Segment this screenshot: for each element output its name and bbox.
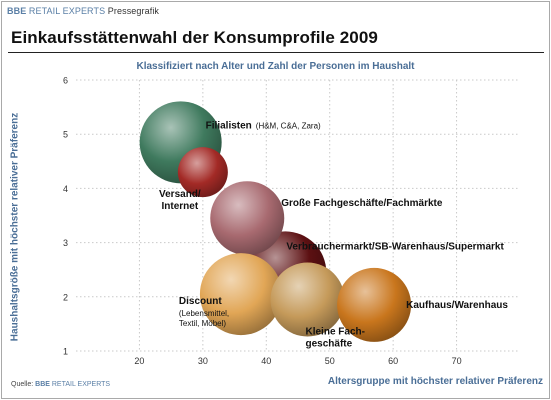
tick-layer: 1 2 3 4 5 6 20 30 40 50 60 70 [63,76,462,367]
x-tick-label: 50 [325,356,335,366]
bubble-note: (Lebensmittel, [179,309,229,318]
bubble-layer [139,101,412,342]
bubble-label: Versand/ [159,189,201,200]
bubble-label: Kleine Fach- [306,327,365,338]
chart-subtitle: Klassifiziert nach Alter und Zahl der Pe… [136,61,415,72]
label-layer: Filialisten (H&M, C&A, Zara) Versand/Inter… [159,120,508,349]
source-note: Quelle: BBE RETAIL EXPERTS [11,381,110,388]
chart-title: Einkaufsstättenwahl der Konsumprofile 20… [11,28,378,47]
publisher-header: BBE RETAIL EXPERTS Pressegrafik [7,6,159,16]
x-tick-label: 70 [452,356,462,366]
x-tick-label: 40 [261,356,271,366]
bubble-label: Filialisten (H&M, C&A, Zara) [206,120,321,131]
bubble-label: Discount [179,296,222,307]
x-tick-label: 20 [134,356,144,366]
y-tick-label: 4 [63,184,68,194]
x-axis-label: Altersgruppe mit höchster relativer Präf… [327,376,543,387]
source-brand-subname: RETAIL EXPERTS [51,381,111,388]
header-tag: Pressegrafik [107,6,160,16]
y-tick-label: 1 [63,347,68,357]
bubble-kaufhaus-warenhaus [337,267,412,342]
brand-subname: RETAIL EXPERTS [28,6,106,16]
source-brand: BBE [35,381,50,388]
bubble-discount [199,253,282,336]
title-divider [8,52,544,53]
bubble-label: geschäfte [306,339,353,350]
y-tick-label: 2 [63,292,68,302]
x-tick-label: 60 [388,356,398,366]
y-tick-label: 5 [63,130,68,140]
bubble-label: Kaufhaus/Warenhaus [406,300,508,311]
bubble-kleine-fachgesch-fte [270,262,345,337]
x-tick-label: 30 [198,356,208,366]
bubble-gro-e-fachgesch-fte-fachm-rkte [210,181,285,256]
brand-name: BBE [7,6,27,16]
bubble-label: Verbrauchermarkt/SB-Warenhaus/Supermarkt [286,241,504,252]
bubble-label: Internet [162,201,199,212]
source-prefix: Quelle: [11,381,34,388]
y-tick-label: 3 [63,238,68,248]
bubble-versand-internet [177,147,228,198]
y-tick-label: 6 [63,76,68,86]
bubble-note: Textil, Möbel) [179,319,226,328]
bubble-label: Große Fachgeschäfte/Fachmärkte [281,198,443,209]
